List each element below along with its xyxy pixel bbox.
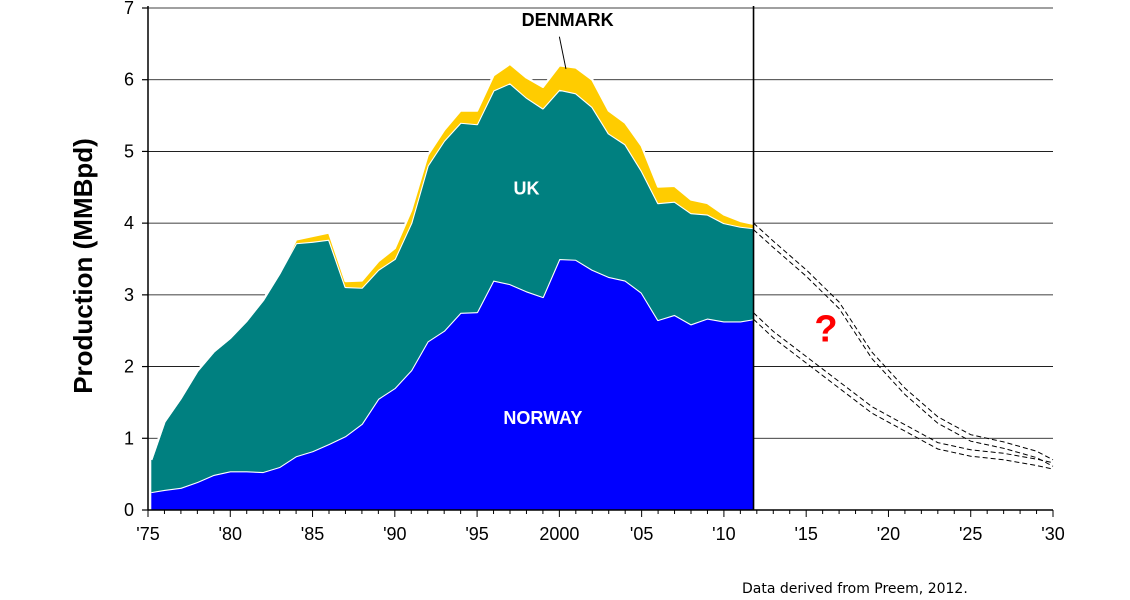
- axes: 0 1 2 3 4 5 6 7 '75 '80 '85 '90 '95 2000 '05 '10 '15 '20 '…: [124, 0, 1065, 544]
- x-tick-label-1995: '95: [465, 524, 488, 544]
- y-tick-label-0: 0: [124, 500, 134, 520]
- forecast-upper-line-0: [753, 222, 1054, 461]
- y-tick-label-5: 5: [124, 141, 134, 161]
- label-uk: UK: [513, 178, 539, 198]
- x-tick-label-2005: '05: [630, 524, 653, 544]
- x-tick-label-2030: '30: [1041, 524, 1064, 544]
- y-tick-label-4: 4: [124, 213, 134, 233]
- y-tick-label-2: 2: [124, 357, 134, 377]
- x-tick-label-1980: '80: [219, 524, 242, 544]
- y-tick-label-7: 7: [124, 0, 134, 18]
- x-tick-label-2010: '10: [712, 524, 735, 544]
- forecast-lower-line-1: [753, 312, 1054, 464]
- chart-labels: NORWAY UK DENMARK: [503, 10, 613, 428]
- x-tick-label-1975: '75: [136, 524, 159, 544]
- label-norway: NORWAY: [503, 408, 582, 428]
- area-norway: [151, 259, 754, 510]
- label-denmark: DENMARK: [522, 10, 614, 30]
- boundary-denmark: [150, 62, 754, 461]
- x-tick-label-2000: 2000: [539, 524, 579, 544]
- source-note: Data derived from Preem, 2012.: [742, 581, 968, 597]
- forecast-lower-line-0: [753, 318, 1054, 470]
- forecast-question-mark: ?: [814, 308, 837, 350]
- denmark-pointer-line: [558, 36, 567, 70]
- stacked-areas: [150, 62, 754, 510]
- forecast-upper-line-1: [753, 229, 1054, 467]
- x-tick-label-1985: '85: [301, 524, 324, 544]
- x-tick-label-2020: '20: [877, 524, 900, 544]
- y-axis-label: Production (MMBpd): [68, 138, 98, 394]
- x-tick-label-2025: '25: [959, 524, 982, 544]
- y-tick-label-6: 6: [124, 70, 134, 90]
- x-tick-label-1990: '90: [383, 524, 406, 544]
- y-tick-label-3: 3: [124, 285, 134, 305]
- area-uk: [151, 83, 754, 493]
- forecast-band: ?: [753, 222, 1054, 470]
- y-tick-label-1: 1: [124, 428, 134, 448]
- x-tick-label-2015: '15: [794, 524, 817, 544]
